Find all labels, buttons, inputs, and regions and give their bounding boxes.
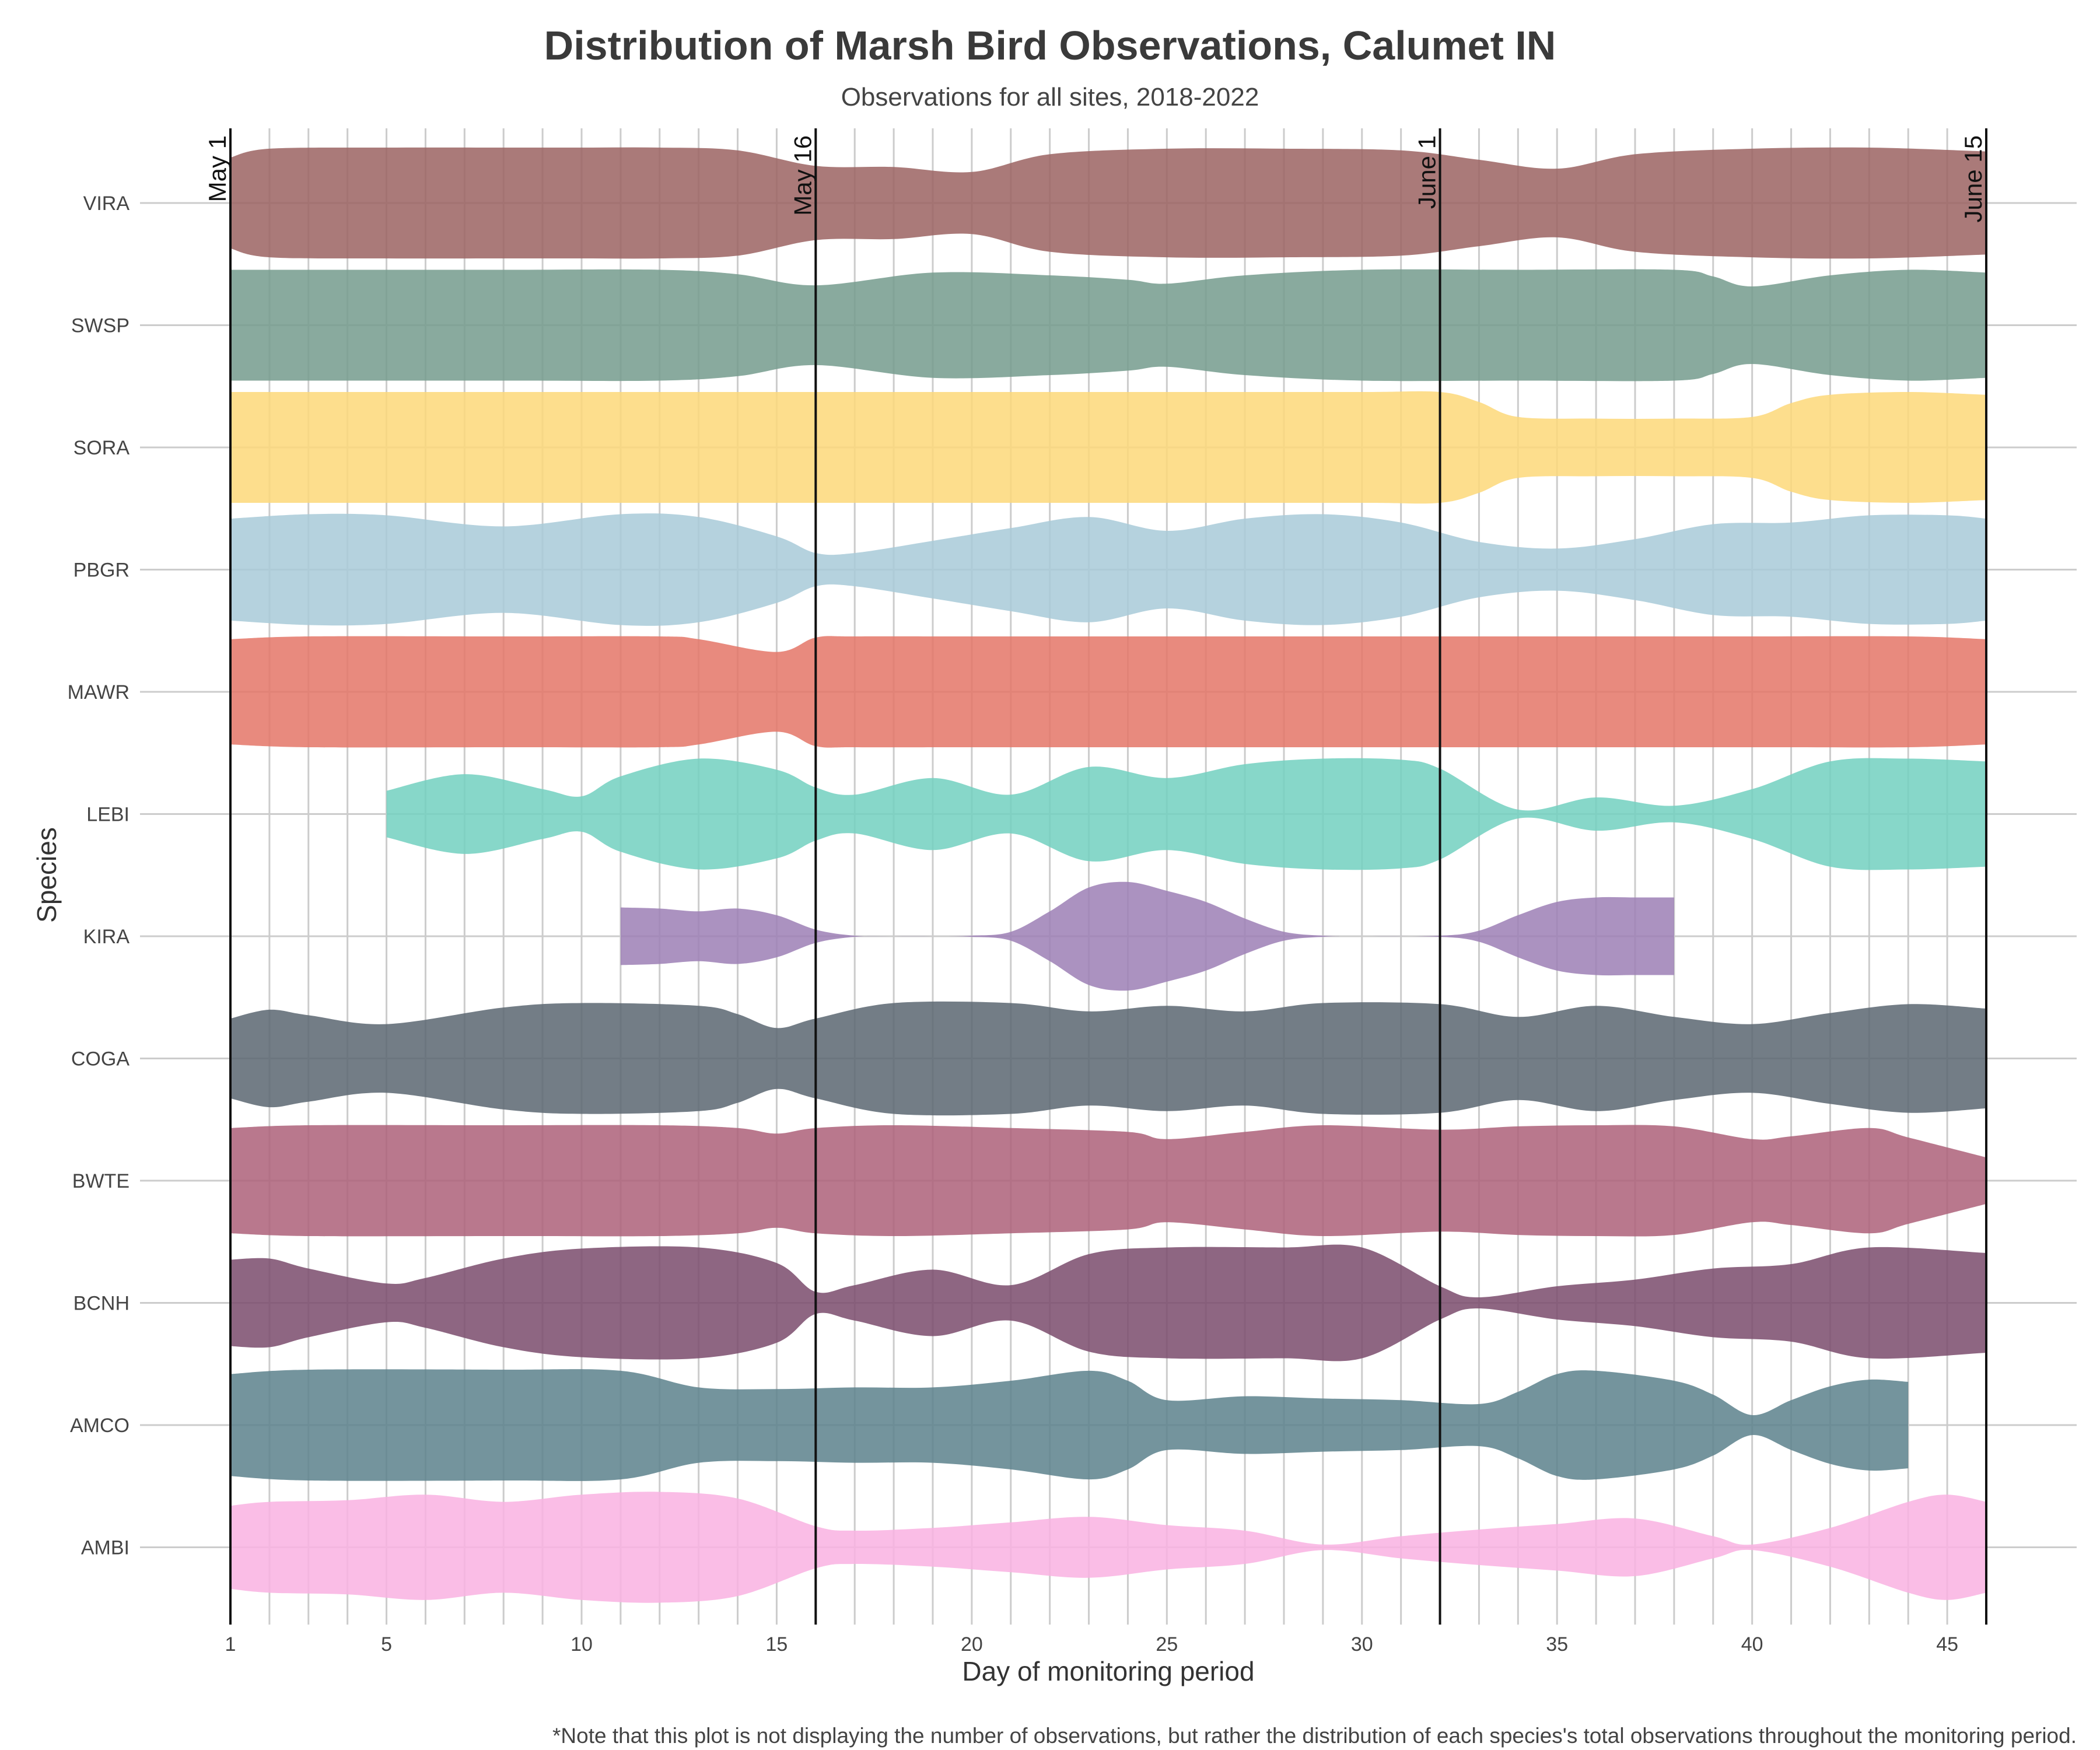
x-tick-label: 45: [1936, 1633, 1958, 1656]
violin-coga: [230, 1001, 1986, 1116]
x-tick-label: 10: [570, 1633, 593, 1656]
violin-bcnh: [230, 1244, 1986, 1362]
x-axis-label: Day of monitoring period: [962, 1656, 1255, 1686]
y-tick-label: BCNH: [74, 1293, 130, 1315]
violin-kira: [620, 881, 1674, 991]
x-tick-label: 5: [381, 1633, 392, 1656]
violin-swsp: [230, 269, 1986, 382]
y-tick-label: MAWR: [68, 681, 130, 704]
x-tick-label: 30: [1351, 1633, 1373, 1656]
y-tick-label: COGA: [71, 1048, 130, 1070]
violin-amco: [230, 1369, 1909, 1481]
violin-layer: [230, 147, 1986, 1603]
reference-line-label: June 15: [1959, 135, 1987, 222]
reference-line-label: May 16: [789, 135, 816, 216]
footnote: *Note that this plot is not displaying t…: [552, 1724, 2077, 1748]
y-tick-label: VIRA: [83, 192, 130, 215]
y-tick-label: SORA: [74, 437, 130, 459]
y-tick-label: SWSP: [71, 315, 130, 337]
y-tick-label: PBGR: [74, 559, 130, 582]
y-tick-label: LEBI: [86, 804, 130, 826]
chart-title: Distribution of Marsh Bird Observations,…: [544, 23, 1556, 68]
y-axis-label: Species: [32, 827, 62, 923]
reference-lines-layer: May 1 May 16 June 1 June 15: [204, 128, 1987, 1625]
x-tick-label: 35: [1546, 1633, 1568, 1656]
y-tick-labels: VIRA SWSP SORA PBGR MAWR LEBI KIRA COGA BWTE BCNH…: [68, 192, 130, 1559]
reference-line-label: May 1: [204, 135, 231, 202]
x-tick-label: 40: [1741, 1633, 1763, 1656]
x-tick-label: 25: [1156, 1633, 1178, 1656]
x-tick-label: 20: [961, 1633, 983, 1656]
x-tick-label: 1: [225, 1633, 236, 1656]
x-tick-labels: 1 5 10 15 20 25 30 35 40 45: [225, 1633, 1958, 1656]
y-tick-label: AMBI: [81, 1537, 130, 1559]
chart-subtitle: Observations for all sites, 2018-2022: [841, 83, 1259, 111]
violin-pbgr: [230, 513, 1986, 626]
y-tick-label: AMCO: [70, 1415, 130, 1437]
y-tick-label: KIRA: [83, 926, 130, 948]
violin-vira: [230, 147, 1986, 259]
violin-mawr: [230, 636, 1986, 748]
violin-sora: [230, 391, 1986, 504]
x-tick-label: 15: [766, 1633, 788, 1656]
violin-bwte: [230, 1125, 1986, 1237]
violin-lebi: [386, 758, 1986, 870]
violin-ambi: [230, 1492, 1986, 1603]
reference-line-label: June 1: [1413, 135, 1441, 209]
y-tick-label: BWTE: [72, 1170, 130, 1192]
